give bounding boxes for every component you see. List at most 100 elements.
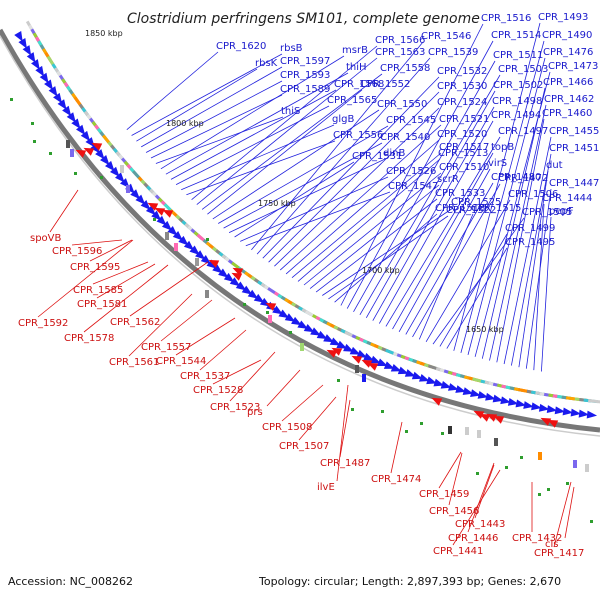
forward-leader-line — [359, 74, 501, 316]
forward-gene-arrow — [66, 112, 76, 123]
forward-leader-line — [511, 153, 552, 366]
tick-label: 1800 kbp — [166, 119, 204, 128]
reverse-leader-line — [128, 293, 193, 357]
forward-gene-arrow — [356, 349, 368, 358]
reverse-gene-arrow — [265, 302, 277, 311]
feature-mark — [441, 432, 444, 435]
forward-gene-arrow — [135, 194, 146, 205]
feature-block — [538, 452, 542, 460]
forward-gene-arrow — [470, 389, 481, 397]
reverse-leader-line — [37, 239, 134, 318]
forward-gene-label: CPR_1566 — [375, 35, 425, 46]
forward-gene-arrow — [323, 334, 334, 343]
forward-gene-arrow — [178, 235, 189, 246]
forward-gene-label: CPR_1547 — [388, 181, 438, 192]
reverse-label-lines — [37, 189, 575, 548]
forward-gene-arrow — [156, 215, 167, 226]
forward-gene-arrow — [578, 409, 590, 418]
forward-gene-label: dut — [546, 160, 563, 171]
forward-gene-arrow — [57, 99, 67, 110]
forward-gene-label: CPR_1506 — [508, 189, 558, 200]
forward-gene-arrow — [145, 205, 156, 216]
forward-gene-arrow — [440, 380, 452, 389]
forward-gene-label: CPR_1546 — [421, 31, 471, 42]
forward-gene-label: CPR_1516 — [481, 13, 531, 24]
forward-gene-label: rbsB — [280, 43, 303, 54]
reverse-gene-arrow — [91, 142, 103, 151]
feature-mark — [206, 238, 209, 241]
reverse-leader-line — [212, 359, 262, 385]
feature-block — [494, 438, 498, 446]
reverse-gene-arrow — [154, 207, 166, 216]
forward-leader-line — [150, 94, 283, 159]
feature-block — [268, 315, 272, 323]
forward-gene-label: CPR_1556 — [333, 130, 383, 141]
feature-block — [465, 427, 469, 435]
reverse-gene-arrow — [540, 417, 552, 426]
forward-gene-label: CPR_1517 — [439, 142, 489, 153]
forward-gene-label: CPR_1499 — [505, 223, 555, 234]
reverse-leader-line — [89, 239, 133, 262]
reverse-gene-label: prs — [247, 407, 263, 418]
forward-gene-arrow — [183, 240, 195, 251]
forward-leader-line — [191, 45, 378, 201]
forward-gene-label: CPR_1502 — [493, 80, 543, 91]
reverse-gene-arrow — [75, 149, 87, 158]
forward-leader-line — [234, 161, 355, 238]
forward-gene-arrow — [200, 254, 212, 265]
forward-gene-arrow — [235, 281, 247, 291]
forward-gene-label: CPR_1530 — [437, 81, 487, 92]
forward-gene-arrow — [26, 52, 36, 63]
reverse-gene-arrow — [331, 347, 343, 356]
feature-mark — [566, 482, 569, 485]
forward-leader-line — [155, 116, 284, 164]
feature-mark — [351, 408, 354, 411]
reverse-leader-line — [175, 317, 236, 356]
forward-gene-arrow — [570, 408, 582, 417]
reverse-leader-line — [96, 263, 156, 299]
reverse-gene-arrow — [431, 397, 443, 406]
forward-gene-arrow — [515, 399, 527, 408]
forward-leader-line — [372, 106, 495, 321]
feature-mark — [10, 98, 13, 101]
forward-gene-arrow — [218, 268, 229, 278]
forward-leader-line — [218, 125, 389, 224]
forward-gene-label: CPR_1494 — [491, 110, 541, 121]
forward-gene-label: topB — [491, 142, 514, 153]
forward-gene-label: CPR_1476 — [543, 47, 593, 58]
forward-gene-arrow — [485, 392, 496, 401]
forward-gene-label: CPR_1539 — [428, 47, 478, 58]
forward-leader-line — [303, 172, 442, 286]
forward-leader-line — [460, 40, 545, 354]
forward-gene-label: CPR_1472 — [498, 173, 548, 184]
forward-gene-label: CPR_1521 — [439, 114, 489, 125]
forward-gene-label: CPR_1522 — [446, 205, 496, 216]
forward-gene-label: CPR_1505 — [522, 207, 572, 218]
feature-block — [120, 165, 124, 173]
forward-gene-arrow — [18, 38, 27, 49]
feature-mark — [74, 172, 77, 175]
forward-gene-label: virS — [488, 158, 507, 169]
reverse-labels: spoVB CPR_1596 CPR_1595 CPR_1585 CPR_1581 CPR… — [18, 233, 584, 559]
reverse-gene-label: CPR_1487 — [320, 458, 370, 469]
feature-block — [165, 232, 169, 240]
forward-gene-arrow — [31, 59, 40, 70]
tick-label: 1700 kbp — [362, 266, 400, 275]
forward-gene-arrow — [538, 403, 550, 412]
forward-gene-arrow — [71, 118, 81, 129]
forward-gene-arrow — [100, 154, 110, 166]
feature-block — [126, 185, 130, 193]
forward-leader-line — [145, 80, 283, 153]
forward-leader-line — [223, 142, 383, 229]
forward-leader-line — [245, 191, 391, 247]
forward-gene-label: CPR_1498 — [492, 96, 542, 107]
reverse-gene-arrow — [367, 362, 379, 371]
feature-block — [362, 374, 366, 382]
forward-leader-line — [262, 76, 440, 259]
reverse-leader-line — [553, 481, 572, 548]
forward-leader-line — [541, 216, 552, 372]
forward-gene-arrow — [455, 385, 467, 393]
forward-gene-label: msrB — [342, 45, 368, 56]
forward-leader-line — [378, 120, 494, 324]
